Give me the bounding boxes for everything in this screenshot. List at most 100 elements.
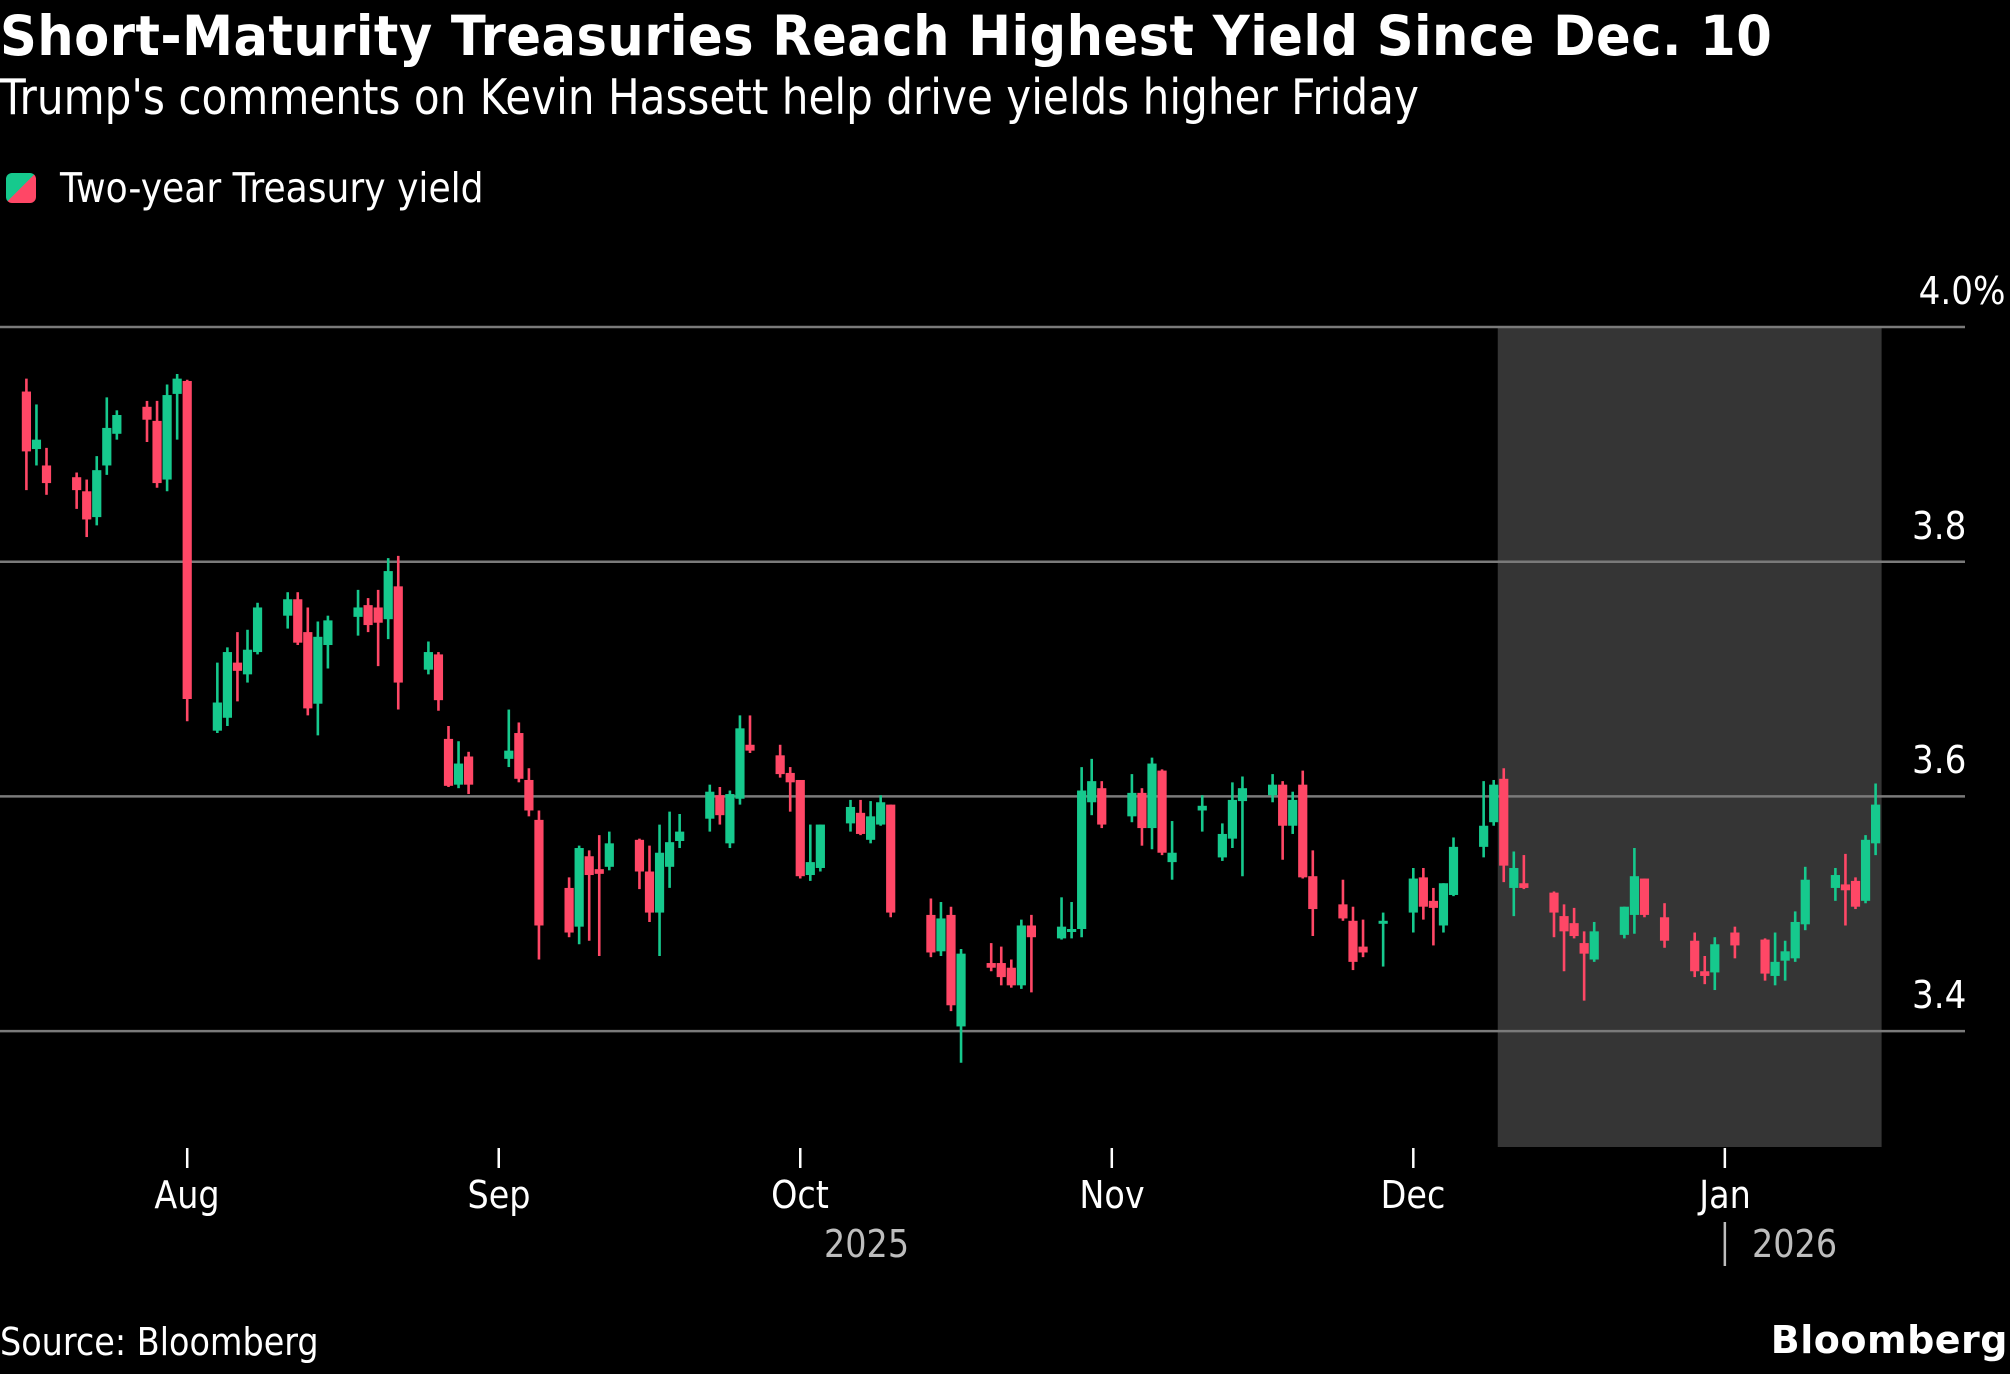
candle: [1056, 897, 1067, 940]
candle: [393, 555, 403, 710]
candle: [1067, 902, 1077, 939]
candle: [1659, 903, 1670, 948]
candle: [1298, 770, 1308, 879]
candle: [1217, 823, 1227, 861]
candle: [735, 715, 745, 805]
candles: [21, 373, 1881, 1063]
legend-label: Two-year Treasury yield: [60, 164, 484, 212]
candle: [1167, 821, 1177, 880]
candle: [72, 472, 82, 509]
x-tick-label: Oct: [771, 1173, 830, 1217]
highlight-region: [1497, 327, 1882, 1147]
candle: [1288, 791, 1298, 834]
x-axis-ticks: [185, 1148, 1727, 1266]
candle: [775, 744, 785, 778]
candle: [31, 404, 42, 466]
candle: [383, 558, 393, 640]
candle: [524, 768, 534, 817]
candle: [1519, 855, 1529, 890]
candle: [936, 902, 946, 956]
candle: [92, 456, 102, 526]
candle: [1800, 866, 1810, 931]
candle: [564, 877, 574, 938]
candle: [604, 831, 614, 871]
candle: [1147, 757, 1157, 850]
candle: [866, 801, 876, 844]
candle: [1589, 921, 1599, 962]
candle: [1690, 932, 1700, 978]
candle: [283, 592, 293, 629]
candle: [1760, 938, 1770, 981]
candle: [212, 662, 222, 734]
candle: [956, 948, 966, 1063]
candle: [353, 589, 363, 636]
candle: [242, 629, 253, 683]
candle: [1790, 911, 1800, 962]
chart-title: Short-Maturity Treasuries Reach Highest …: [0, 4, 1773, 68]
candle: [1579, 931, 1589, 1001]
candle: [644, 845, 655, 922]
candle: [443, 725, 454, 788]
candle: [363, 598, 373, 633]
candle: [725, 790, 735, 849]
candle: [1830, 867, 1840, 901]
candle: [252, 602, 263, 655]
candle: [845, 799, 856, 832]
x-tick-label: Jan: [1699, 1173, 1751, 1217]
candle: [142, 400, 152, 443]
candle: [313, 621, 323, 736]
candle: [886, 804, 896, 918]
candle: [1358, 919, 1368, 958]
candle: [112, 410, 122, 440]
candle: [785, 767, 795, 812]
candle: [1780, 940, 1790, 981]
candle: [795, 779, 805, 879]
candle: [1378, 912, 1388, 967]
candle: [1479, 781, 1489, 858]
candle: [373, 589, 383, 667]
candle: [815, 824, 825, 872]
candle: [1710, 937, 1720, 991]
candle: [534, 810, 544, 960]
y-tick-label: 3.4: [1911, 973, 1966, 1018]
candle: [1308, 850, 1318, 937]
candle: [926, 898, 936, 958]
candle: [1127, 774, 1137, 823]
candle: [464, 751, 474, 795]
candle: [1278, 781, 1288, 860]
candle: [1097, 781, 1107, 829]
x-tick-label: Aug: [154, 1173, 220, 1217]
candle: [1026, 914, 1036, 993]
candle: [222, 647, 232, 726]
candle: [1237, 776, 1248, 877]
candle: [162, 384, 172, 492]
chart-subtitle: Trump's comments on Kevin Hassett help d…: [0, 69, 1419, 126]
bloomberg-logo: Bloomberg: [1770, 1318, 2008, 1362]
candle: [1428, 887, 1438, 946]
candle: [1770, 932, 1780, 986]
candle: [514, 722, 524, 783]
candle: [1227, 782, 1237, 849]
candle: [1016, 919, 1026, 989]
candle: [1418, 867, 1428, 920]
candle: [986, 943, 996, 972]
x-tick-label: Nov: [1079, 1173, 1145, 1217]
candle: [1348, 906, 1358, 971]
candle: [1509, 851, 1519, 917]
candle: [876, 795, 886, 826]
candle: [102, 397, 112, 475]
candle: [1499, 768, 1509, 883]
candle: [705, 784, 715, 832]
candle: [1268, 774, 1278, 803]
candle: [21, 378, 31, 491]
candle: [1087, 758, 1097, 816]
candle: [1569, 907, 1579, 939]
candle: [1850, 877, 1861, 910]
candle: [232, 632, 243, 702]
candle: [996, 946, 1006, 986]
candle: [1860, 835, 1871, 904]
candle: [1700, 955, 1710, 985]
candle: [1197, 795, 1207, 832]
year-label-2026: 2026: [1752, 1222, 1838, 1266]
